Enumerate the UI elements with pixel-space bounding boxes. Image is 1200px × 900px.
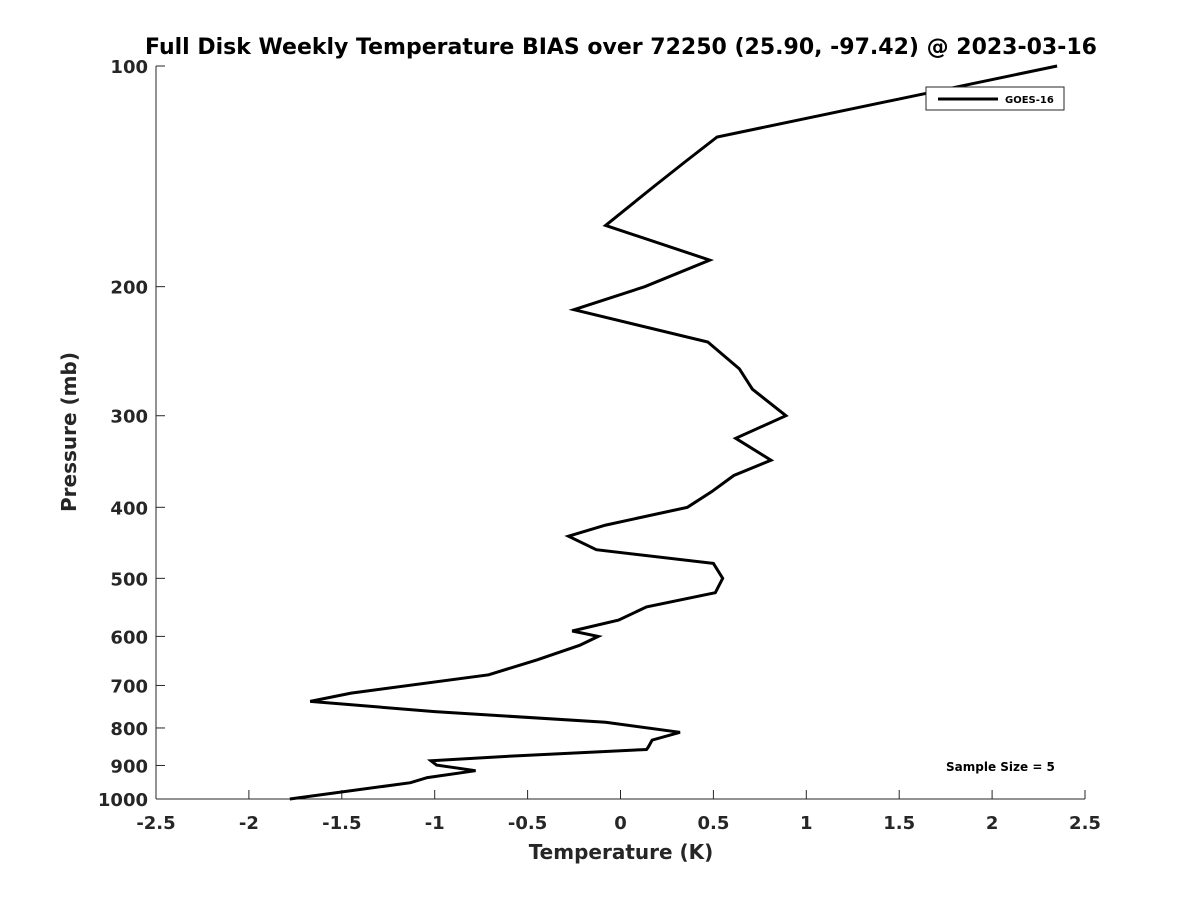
x-tick-label: 1.5 bbox=[883, 813, 915, 834]
y-ticks: 100 200 300 400 500 600 700 800 900 1000 bbox=[98, 57, 165, 811]
y-tick-label: 500 bbox=[110, 569, 148, 590]
chart-title: Full Disk Weekly Temperature BIAS over 7… bbox=[145, 35, 1097, 60]
x-tick-label: 2 bbox=[986, 813, 999, 834]
x-tick-label: -2.5 bbox=[136, 813, 175, 834]
y-tick-label: 300 bbox=[110, 407, 148, 428]
legend-label-goes-16: GOES-16 bbox=[1005, 95, 1054, 106]
series-group bbox=[289, 64, 1058, 801]
y-tick-label: 600 bbox=[110, 627, 148, 648]
x-tick-label: -1.5 bbox=[322, 813, 361, 834]
x-tick-label: 1 bbox=[800, 813, 813, 834]
legend: GOES-16 bbox=[925, 86, 1065, 111]
x-tick-label: -1 bbox=[425, 813, 445, 834]
series-line-goes-16 bbox=[289, 64, 1058, 801]
x-tick-label: 2.5 bbox=[1069, 813, 1101, 834]
x-axis-label: Temperature (K) bbox=[529, 840, 714, 864]
y-tick-label: 100 bbox=[110, 57, 148, 78]
y-tick-label: 900 bbox=[110, 756, 148, 777]
x-tick-label: -0.5 bbox=[508, 813, 547, 834]
x-tick-label: -2 bbox=[239, 813, 259, 834]
x-ticks: -2.5 -2 -1.5 -1 -0.5 0 0.5 1 1.5 2 2.5 bbox=[136, 790, 1101, 834]
y-tick-label: 700 bbox=[110, 676, 148, 697]
x-tick-label: 0 bbox=[614, 813, 627, 834]
sample-size-annotation: Sample Size = 5 bbox=[946, 760, 1055, 774]
x-tick-label: 0.5 bbox=[697, 813, 729, 834]
y-tick-label: 800 bbox=[110, 719, 148, 740]
y-tick-label: 400 bbox=[110, 498, 148, 519]
y-tick-label: 1000 bbox=[98, 790, 148, 811]
y-tick-label: 200 bbox=[110, 278, 148, 299]
y-axis-label: Pressure (mb) bbox=[57, 352, 81, 512]
